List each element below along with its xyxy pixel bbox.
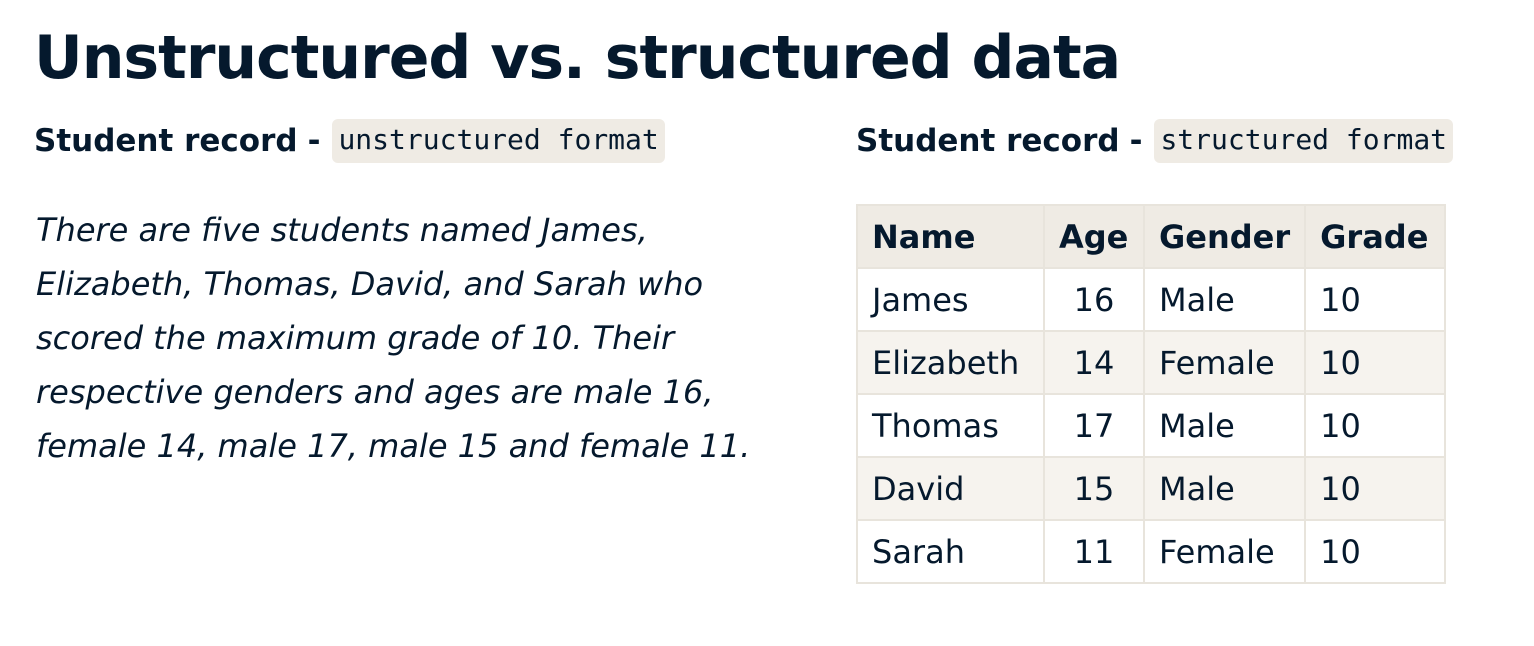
cell-gender: Female	[1142, 519, 1307, 584]
structured-heading-label: Student record	[856, 123, 1120, 159]
structured-format-code: structured format	[1154, 119, 1454, 163]
heading-dash: -	[307, 123, 321, 159]
cell-gender: Male	[1142, 456, 1307, 521]
table-row: Elizabeth 14 Female 10	[856, 330, 1447, 395]
column-header-gender: Gender	[1142, 204, 1307, 269]
table-row: James 16 Male 10	[856, 267, 1447, 332]
cell-grade: 10	[1304, 456, 1447, 521]
cell-gender: Female	[1142, 330, 1307, 395]
table-header-row: Name Age Gender Grade	[856, 204, 1447, 269]
cell-age: 17	[1043, 393, 1145, 458]
unstructured-paragraph: There are five students named James, Eli…	[36, 211, 751, 465]
cell-age: 11	[1043, 519, 1145, 584]
unstructured-format-code: unstructured format	[332, 119, 665, 163]
cell-grade: 10	[1304, 267, 1447, 332]
cell-name: David	[856, 456, 1045, 521]
cell-name: Sarah	[856, 519, 1045, 584]
page-title: Unstructured vs. structured data	[34, 23, 1121, 93]
cell-grade: 10	[1304, 393, 1447, 458]
cell-grade: 10	[1304, 519, 1447, 584]
cell-gender: Male	[1142, 393, 1307, 458]
column-header-name: Name	[856, 204, 1045, 269]
column-header-grade: Grade	[1304, 204, 1447, 269]
cell-gender: Male	[1142, 267, 1307, 332]
cell-name: James	[856, 267, 1045, 332]
unstructured-section-heading: Student record - unstructured format	[34, 118, 665, 164]
unstructured-heading-label: Student record	[34, 123, 298, 159]
cell-name: Thomas	[856, 393, 1045, 458]
table-row: David 15 Male 10	[856, 456, 1447, 521]
cell-name: Elizabeth	[856, 330, 1045, 395]
cell-age: 16	[1043, 267, 1145, 332]
table-row: Thomas 17 Male 10	[856, 393, 1447, 458]
column-header-age: Age	[1043, 204, 1145, 269]
table-row: Sarah 11 Female 10	[856, 519, 1447, 584]
structured-section-heading: Student record - structured format	[856, 118, 1454, 164]
cell-grade: 10	[1304, 330, 1447, 395]
cell-age: 14	[1043, 330, 1145, 395]
heading-dash: -	[1129, 123, 1143, 159]
cell-age: 15	[1043, 456, 1145, 521]
student-records-table: Name Age Gender Grade James 16 Male 10 E…	[856, 204, 1447, 584]
